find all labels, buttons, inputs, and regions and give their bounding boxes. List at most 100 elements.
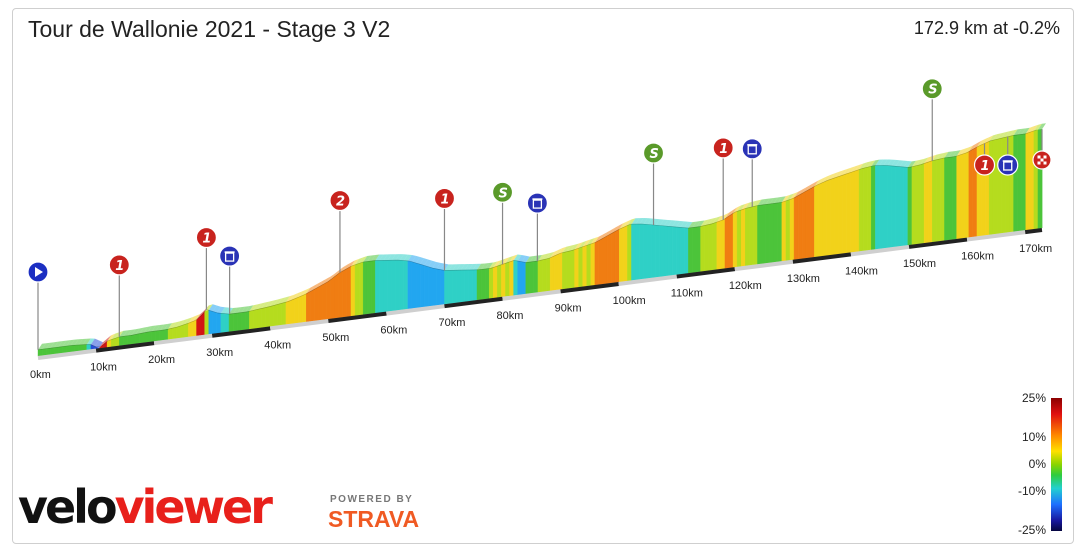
profile-segment (188, 321, 193, 338)
profile-top-segment (818, 176, 827, 185)
marker-badge (973, 154, 996, 176)
profile-top-segment (485, 262, 494, 269)
profile-top-segment (269, 299, 278, 307)
profile-segment (562, 251, 567, 290)
profile-top-segment (635, 218, 644, 225)
profile-top-segment (692, 221, 701, 228)
profile-segment (517, 260, 522, 296)
profile-top-segment (208, 304, 217, 312)
profile-top-segment (172, 321, 181, 329)
profile-segment (566, 250, 571, 289)
profile-segment (895, 166, 900, 247)
marker-badge (195, 226, 217, 249)
profile-top-segment (38, 343, 47, 350)
profile-top-segment (838, 169, 847, 177)
profile-top-segment (460, 264, 469, 271)
profile-top-segment (915, 158, 925, 166)
profile-segment (1009, 135, 1014, 233)
profile-top-segment (481, 262, 490, 270)
axis-segment (502, 289, 561, 301)
profile-top-segment (879, 159, 888, 166)
profile-top-segment (432, 261, 441, 269)
profile-segment (249, 310, 254, 330)
profile-segment (830, 177, 835, 256)
profile-top-segment (509, 254, 518, 262)
profile-segment (671, 226, 677, 276)
profile-segment (675, 226, 681, 275)
profile-segment (123, 335, 128, 346)
profile-top-segment (956, 148, 965, 157)
profile-segment (639, 223, 644, 280)
profile-segment (785, 199, 791, 261)
profile-top-segment (395, 254, 404, 261)
profile-segment (554, 253, 559, 291)
profile-top-segment (468, 263, 477, 270)
profile-segment (241, 311, 246, 331)
profile-top-segment (298, 289, 307, 298)
profile-top-segment (82, 338, 91, 345)
profile-segment (549, 255, 555, 291)
profile-top-segment (241, 306, 250, 313)
profile-segment (310, 288, 315, 322)
profile-segment (724, 215, 730, 269)
profile-top-segment (456, 264, 465, 271)
profile-segment (476, 269, 482, 301)
profile-top-segment (66, 339, 75, 347)
profile-top-segment (903, 160, 912, 168)
profile-top-segment (623, 219, 632, 228)
profile-segment (720, 218, 726, 270)
axis-segment (444, 296, 503, 309)
profile-segment (74, 344, 79, 352)
profile-top-segment (184, 317, 193, 325)
axis-segment (560, 281, 619, 294)
profile-segment (684, 227, 689, 274)
profile-top-segment (342, 262, 351, 271)
profile-top-segment (753, 199, 762, 207)
profile-segment (257, 308, 262, 329)
axis-segment (966, 230, 1026, 242)
profile-segment (224, 313, 230, 333)
profile-top-segment (387, 254, 396, 261)
profile-segment (952, 155, 957, 240)
x-tick-label: 160km (961, 251, 994, 263)
profile-top-segment (285, 294, 295, 303)
profile-top-segment (452, 264, 461, 271)
profile-top-segment (875, 159, 884, 166)
profile-top-segment (733, 205, 742, 214)
profile-top-segment (74, 338, 83, 346)
profile-top-segment (472, 263, 481, 270)
profile-segment (261, 307, 266, 328)
profile-top-segment (103, 335, 112, 345)
profile-segment (415, 262, 421, 309)
profile-top-segment (517, 254, 526, 262)
profile-top-segment (281, 296, 290, 304)
profile-segment (180, 324, 185, 339)
marker-label: 2 (336, 195, 345, 210)
profile-segment (960, 153, 965, 239)
profile-segment (460, 269, 466, 303)
axis-segment (270, 319, 329, 331)
profile-segment (440, 269, 445, 305)
finish-flag-icon (1037, 161, 1041, 165)
profile-top-segment (607, 227, 616, 236)
profile-top-segment (253, 303, 262, 311)
x-tick-label: 70km (438, 317, 465, 329)
profile-segment (993, 138, 998, 235)
marker-badge (921, 78, 943, 100)
profile-segment (139, 332, 144, 344)
axis-segment (792, 252, 852, 264)
axis-segment (386, 304, 445, 316)
profile-segment (41, 348, 47, 356)
profile-segment (732, 211, 738, 268)
axis-segment (95, 341, 155, 353)
profile-segment (37, 349, 43, 357)
profile-top-segment (428, 260, 437, 268)
profile-segment (606, 233, 612, 284)
profile-top-segment (948, 150, 957, 158)
profile-top-segment (363, 255, 372, 263)
profile-segment (643, 223, 648, 280)
profile-segment (216, 312, 222, 334)
profile-segment (834, 176, 839, 255)
profile-top-segment (1029, 124, 1038, 133)
profile-top-segment (802, 185, 811, 194)
